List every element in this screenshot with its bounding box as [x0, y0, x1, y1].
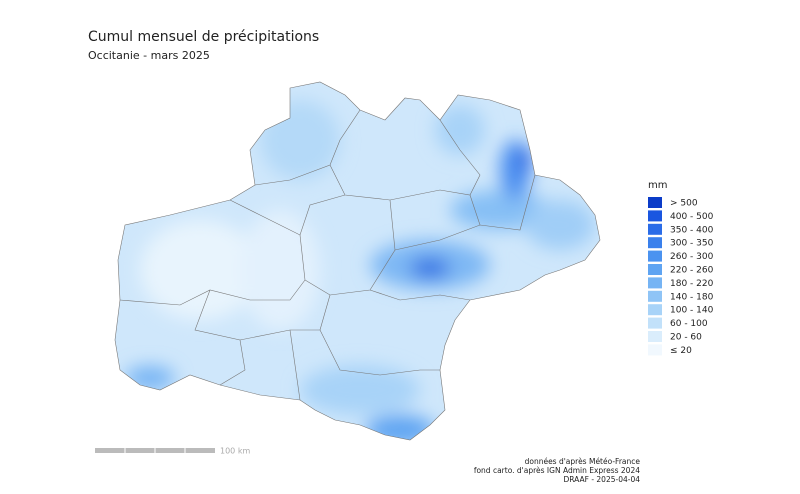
legend-label: 300 - 350 [670, 239, 714, 249]
legend-swatch [648, 210, 662, 222]
legend-label: 20 - 60 [670, 333, 702, 343]
legend-swatch [648, 277, 662, 289]
legend-label: 400 - 500 [670, 212, 714, 222]
credit-line: fond carto. d'après IGN Admin Express 20… [474, 466, 640, 475]
legend-swatch [648, 250, 662, 262]
legend-label: 260 - 300 [670, 252, 714, 262]
legend-label: 140 - 180 [670, 292, 714, 302]
credit-line: DRAAF - 2025-04-04 [563, 475, 640, 484]
legend-label: 100 - 140 [670, 306, 714, 316]
legend-swatch [648, 264, 662, 275]
legend-label: 220 - 260 [670, 266, 714, 276]
title: Cumul mensuel de précipitations [88, 29, 319, 45]
department-borders [114, 81, 601, 441]
legend-swatch [648, 237, 662, 249]
legend-label: 350 - 400 [670, 225, 714, 235]
legend: > 500 400 - 500 350 - 400 300 - 350 260 - 30… [648, 197, 714, 356]
legend-label: 60 - 100 [670, 319, 708, 329]
legend-swatch [648, 197, 662, 208]
legend-swatch [648, 344, 662, 356]
legend-swatch [648, 304, 662, 316]
scale-label: 100 km [220, 447, 250, 456]
legend-label: 180 - 220 [670, 279, 714, 289]
legend-swatch [648, 223, 662, 235]
credit-line: données d'après Météo-France [525, 457, 641, 466]
legend-unit: mm [648, 180, 667, 191]
legend-label: ≤ 20 [670, 346, 692, 356]
legend-swatch [648, 290, 662, 302]
subtitle: Occitanie - mars 2025 [88, 49, 210, 62]
legend-label: > 500 [670, 199, 698, 209]
legend-swatch [648, 331, 662, 342]
precipitation-map [115, 82, 600, 440]
legend-swatch [648, 317, 662, 329]
scale-bar: 100 km [95, 447, 250, 456]
